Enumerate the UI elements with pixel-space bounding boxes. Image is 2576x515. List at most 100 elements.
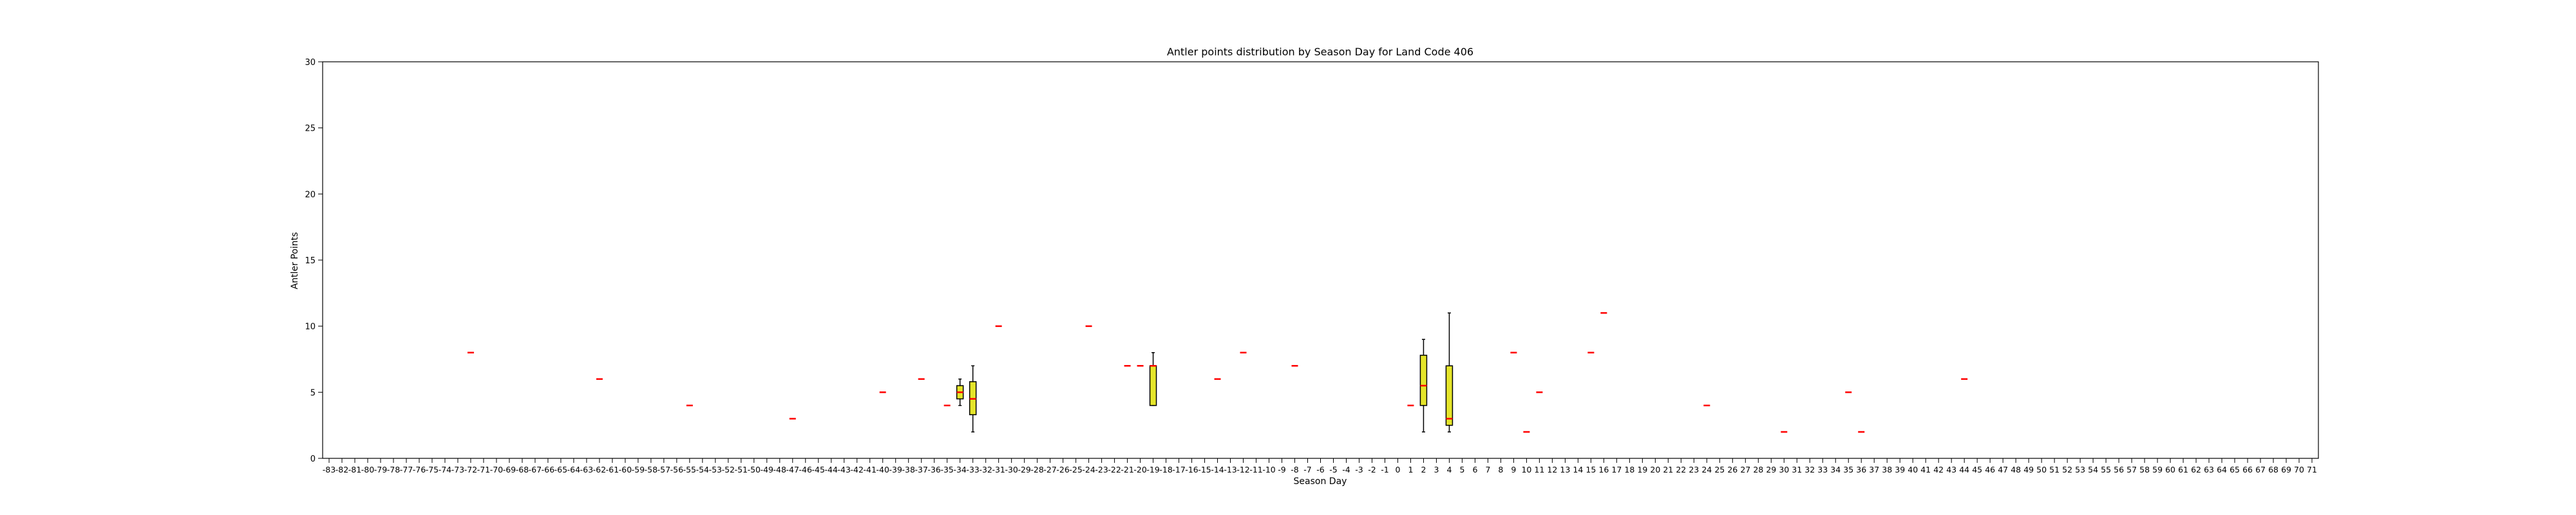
x-tick-label: -4 [1342,465,1350,474]
x-tick-label: -77 [400,465,413,474]
x-tick-label: 15 [1586,465,1596,474]
x-tick-label: 17 [1611,465,1622,474]
x-tick-label: -65 [554,465,567,474]
x-tick-label: 28 [1753,465,1763,474]
x-tick-label: -8 [1291,465,1299,474]
x-tick-label: 37 [1869,465,1879,474]
x-tick-label: 38 [1882,465,1892,474]
x-tick-label: -80 [361,465,374,474]
x-tick-label: -27 [1043,465,1056,474]
y-tick-label: 20 [305,190,316,200]
x-tick-label: 67 [2255,465,2266,474]
x-tick-label: 66 [2242,465,2253,474]
x-tick-label: -52 [722,465,735,474]
x-tick-label: -81 [348,465,361,474]
x-tick-label: -58 [645,465,658,474]
x-tick-label: 69 [2281,465,2291,474]
x-tick-label: -1 [1381,465,1388,474]
x-tick-label: -21 [1121,465,1133,474]
x-tick-label: -49 [761,465,773,474]
x-tick-label: 5 [1459,465,1464,474]
x-tick-label: 18 [1624,465,1634,474]
x-tick-label: -26 [1056,465,1069,474]
x-tick-label: 70 [2294,465,2304,474]
x-tick-label: 46 [1985,465,1995,474]
x-tick-label: 53 [2075,465,2085,474]
x-tick-label: 25 [1714,465,1725,474]
x-tick-label: -9 [1278,465,1286,474]
x-tick-label: 33 [1817,465,1828,474]
x-tick-label: -45 [812,465,825,474]
x-tick-label: 24 [1701,465,1712,474]
x-tick-label: -7 [1303,465,1311,474]
x-tick-label: -57 [658,465,670,474]
x-tick-label: -73 [451,465,464,474]
x-tick-label: -36 [927,465,940,474]
x-tick-label: 43 [1946,465,1956,474]
x-tick-label: 45 [1972,465,1982,474]
x-tick-label: 54 [2088,465,2098,474]
x-tick-label: 31 [1792,465,1802,474]
y-tick-label: 10 [305,323,316,332]
x-tick-label: -61 [606,465,619,474]
x-tick-label: -64 [567,465,580,474]
y-axis-label: Antler Points [290,232,300,290]
x-tick-label: 47 [1998,465,2008,474]
x-tick-label: -11 [1249,465,1262,474]
x-tick-label: -25 [1069,465,1082,474]
x-tick-label: -37 [914,465,927,474]
x-tick-label: 14 [1573,465,1583,474]
x-tick-label: -40 [876,465,889,474]
x-tick-label: 65 [2230,465,2240,474]
x-tick-label: -67 [529,465,542,474]
x-tick-label: 57 [2126,465,2137,474]
x-tick-label: -75 [426,465,439,474]
x-tick-label: -38 [902,465,914,474]
x-tick-label: 1 [1408,465,1413,474]
x-tick-label: -3 [1355,465,1363,474]
x-tick-label: -43 [838,465,851,474]
x-tick-label: 2 [1421,465,1426,474]
x-tick-label: 12 [1547,465,1557,474]
box-iqr [1149,365,1157,406]
x-tick-label: 44 [1959,465,1969,474]
x-tick-label: 21 [1663,465,1673,474]
x-tick-label: -13 [1224,465,1236,474]
x-tick-label: 39 [1895,465,1905,474]
x-tick-label: -79 [374,465,387,474]
x-tick-label: 11 [1534,465,1544,474]
x-tick-label: 10 [1521,465,1531,474]
box-day-4 [1445,312,1454,433]
x-tick-label: -10 [1262,465,1275,474]
x-tick-label: -63 [580,465,593,474]
x-tick-label: -78 [387,465,400,474]
x-tick-label: -32 [979,465,992,474]
x-tick-label: 61 [2178,465,2188,474]
x-tick-label: 48 [2011,465,2021,474]
x-tick-label: 3 [1434,465,1439,474]
x-tick-label: 62 [2191,465,2201,474]
x-tick-label: -51 [735,465,748,474]
x-tick-label: -17 [1172,465,1185,474]
x-tick-label: -82 [336,465,348,474]
x-tick-label: -83 [323,465,336,474]
x-tick-label: 63 [2204,465,2214,474]
x-tick-label: -14 [1211,465,1224,474]
x-tick-label: -6 [1316,465,1325,474]
x-tick-label: 8 [1498,465,1503,474]
x-tick-label: -34 [953,465,966,474]
x-tick-label: -24 [1082,465,1095,474]
x-tick-label: 56 [2114,465,2124,474]
x-tick-label: -30 [1005,465,1018,474]
x-tick-label: 42 [1933,465,1944,474]
x-tick-label: -41 [864,465,876,474]
x-tick-label: -2 [1368,465,1376,474]
x-tick-label: -70 [490,465,503,474]
x-tick-label: 4 [1446,465,1452,474]
x-axis-label: Season Day [1294,476,1347,487]
x-tick-label: -33 [966,465,979,474]
x-tick-label: -22 [1108,465,1121,474]
x-tick-label: -76 [413,465,426,474]
